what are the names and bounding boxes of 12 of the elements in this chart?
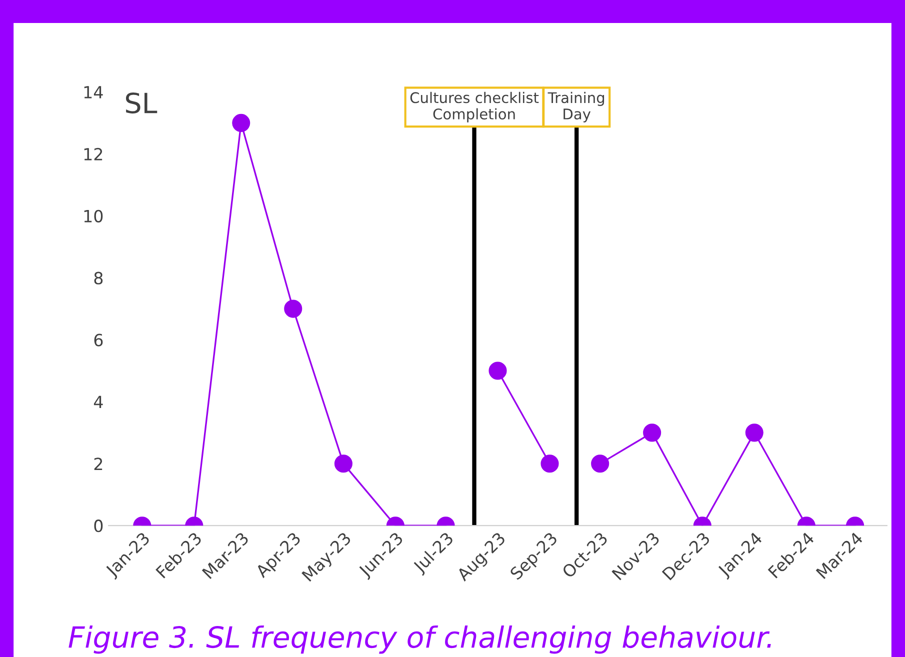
y-tick-label: 8 <box>94 272 103 284</box>
chart-title: SL <box>126 92 158 114</box>
caption: Figure 3. SL frequency of challenging behaviour. <box>68 625 771 654</box>
y-tick-label: 4 <box>94 396 103 408</box>
y-tick-label: 0 <box>94 520 103 532</box>
y-tick-label: 2 <box>94 458 102 470</box>
ref-line-label: Cultures checklist Completion <box>410 92 539 122</box>
ref-line-label: Training Day <box>548 92 604 122</box>
y-tick-label: 10 <box>84 210 103 222</box>
y-tick-label: 12 <box>84 148 102 160</box>
y-tick-label: 6 <box>94 334 103 346</box>
y-tick-label: 14 <box>84 86 103 98</box>
